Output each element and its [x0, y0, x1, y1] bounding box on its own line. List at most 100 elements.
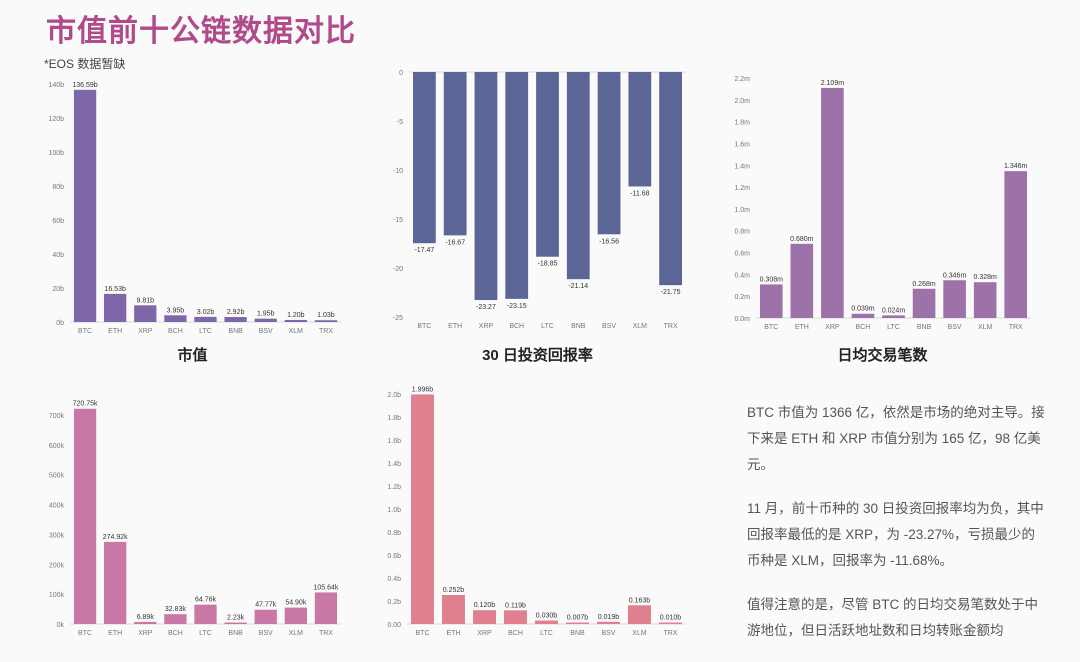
bar-eth [104, 293, 127, 322]
y-tick-label: 120b [48, 116, 64, 123]
y-tick-label: -10 [393, 168, 403, 175]
data-label: 16.53b [104, 286, 126, 293]
x-tick-label: BNB [571, 323, 586, 330]
bar-ltc [536, 72, 559, 257]
y-tick-label: 1.8m [734, 120, 750, 127]
data-label: 0.120b [474, 602, 496, 609]
bar-bch [851, 313, 875, 318]
y-tick-label: 0.8m [734, 229, 750, 236]
y-tick-label: 2.0b [387, 392, 401, 399]
bar-xlm [628, 605, 651, 624]
summary-paragraph: BTC 市值为 1366 亿，依然是市场的绝对主导。接下来是 ETH 和 XRP… [747, 405, 1045, 472]
transfer-amount-svg: 0.00 0.2b 0.4b 0.6b 0.8b 1.0b 1.2b 1.4b 1.6b 1.8b… [387, 386, 686, 637]
bar-ltc [882, 315, 905, 318]
bar-eth [104, 541, 127, 624]
data-label: 2.92b [227, 309, 245, 316]
x-tick-label: XRP [138, 328, 153, 335]
x-tick-label: BNB [570, 630, 585, 637]
bar-trx [314, 592, 338, 624]
bar-bsv [254, 318, 277, 322]
y-tick-label: 80b [52, 184, 64, 191]
y-tick-label: 0.4b [387, 576, 401, 583]
daily-tx-chart: 0.0m 0.2m 0.4m 0.6m 0.8m 1.0m 1.2m 1.4m 1.6m 1.8m… [730, 72, 1035, 366]
x-tick-label: XRP [477, 630, 492, 637]
transfer-amount-chart: 0.00 0.2b 0.4b 0.6b 0.8b 1.0b 1.2b 1.4b 1.6b 1.8b… [385, 384, 690, 644]
bar-xrp [134, 305, 157, 322]
y-tick-label: 40b [52, 252, 64, 259]
x-tick-label: LTC [887, 324, 900, 331]
x-tick-label: BTC [78, 630, 92, 637]
data-label: 0.030b [536, 613, 558, 620]
data-label: 54.90k [285, 600, 307, 607]
y-tick-label: 0b [56, 320, 64, 327]
x-tick-label: BCH [856, 324, 871, 331]
roi-chart: 0 -5 -10 -15 -20 -25 -17.47 BTC -16.67 ETH -23.27 X… [385, 64, 690, 366]
y-tick-label: 2.2m [734, 76, 750, 83]
data-label: -18.85 [538, 261, 558, 268]
y-tick-label: 600k [49, 443, 65, 450]
y-tick-label: 400k [49, 503, 65, 510]
bar-bch [505, 72, 529, 299]
bar-btc [759, 284, 783, 318]
x-tick-label: ETH [108, 630, 122, 637]
active-address-svg: 0k 100k 200k 300k 400k 500k 600k 700k 720.75k BTC… [49, 401, 341, 637]
bar-bnb [566, 622, 589, 624]
y-tick-label: 300k [49, 532, 65, 539]
bar-ltc [194, 316, 217, 322]
data-label: 1.996b [412, 386, 434, 393]
data-label: 2.23k [227, 615, 245, 622]
y-tick-label: 0.00 [387, 622, 401, 629]
x-tick-label: ETH [795, 324, 809, 331]
x-tick-label: BSV [259, 328, 273, 335]
data-label: 274.92k [103, 534, 128, 541]
y-tick-label: 0.6b [387, 553, 401, 560]
daily-tx-svg: 0.0m 0.2m 0.4m 0.6m 0.8m 1.0m 1.2m 1.4m 1.6m 1.8m… [734, 76, 1031, 331]
y-tick-label: -20 [393, 266, 403, 273]
x-tick-label: BCH [168, 328, 183, 335]
y-tick-label: 20b [52, 286, 64, 293]
y-tick-label: 1.2m [734, 185, 750, 192]
x-tick-label: BSV [948, 324, 962, 331]
y-tick-label: 0.8b [387, 530, 401, 537]
bar-eth [443, 72, 467, 236]
bar-xlm [973, 282, 997, 318]
data-label: 0.268m [912, 281, 936, 288]
data-label: 0.119b [505, 602, 526, 609]
y-tick-label: 60b [52, 218, 64, 225]
y-tick-label: 100k [49, 592, 65, 599]
x-tick-label: ETH [108, 328, 122, 335]
x-tick-label: TRX [664, 323, 678, 330]
market-cap-chart: 0b 20b 40b 60b 80b 100b 120b 140b 136.59b BTC 16.5… [40, 76, 345, 366]
bar-bnb [224, 622, 247, 624]
y-tick-label: 0.0m [734, 316, 750, 323]
x-tick-label: BCH [508, 630, 523, 637]
market-cap-caption: 市值 [177, 347, 208, 364]
bar-xrp [134, 621, 157, 624]
y-tick-label: 100b [48, 150, 64, 157]
y-tick-label: 200k [49, 562, 65, 569]
x-tick-label: XLM [289, 328, 304, 335]
bar-ltc [535, 620, 558, 624]
bar-bsv [254, 609, 277, 624]
data-label: -11.68 [630, 190, 649, 197]
bar-trx [659, 622, 682, 624]
data-label: 1.346m [1004, 163, 1028, 170]
y-tick-label: 1.8b [387, 415, 401, 422]
y-tick-label: 0k [57, 622, 65, 629]
data-label: 0.328m [973, 274, 997, 281]
data-label: -16.67 [445, 239, 465, 246]
y-tick-label: -25 [393, 315, 403, 322]
x-tick-label: BSV [259, 630, 273, 637]
bar-xlm [284, 319, 307, 322]
bar-xrp [474, 72, 498, 301]
bar-bsv [597, 621, 620, 624]
data-label: 1.03b [317, 312, 335, 319]
x-tick-label: XRP [479, 323, 494, 330]
y-tick-label: -5 [397, 119, 403, 126]
roi-caption: 30 日投资回报率 [482, 347, 593, 364]
data-label: 0.346m [943, 272, 967, 279]
y-tick-label: 1.4b [387, 461, 401, 468]
data-label: -21.75 [661, 289, 681, 296]
active-address-chart: 0k 100k 200k 300k 400k 500k 600k 700k 720.75k BTC… [40, 384, 345, 644]
bar-bsv [943, 280, 966, 318]
